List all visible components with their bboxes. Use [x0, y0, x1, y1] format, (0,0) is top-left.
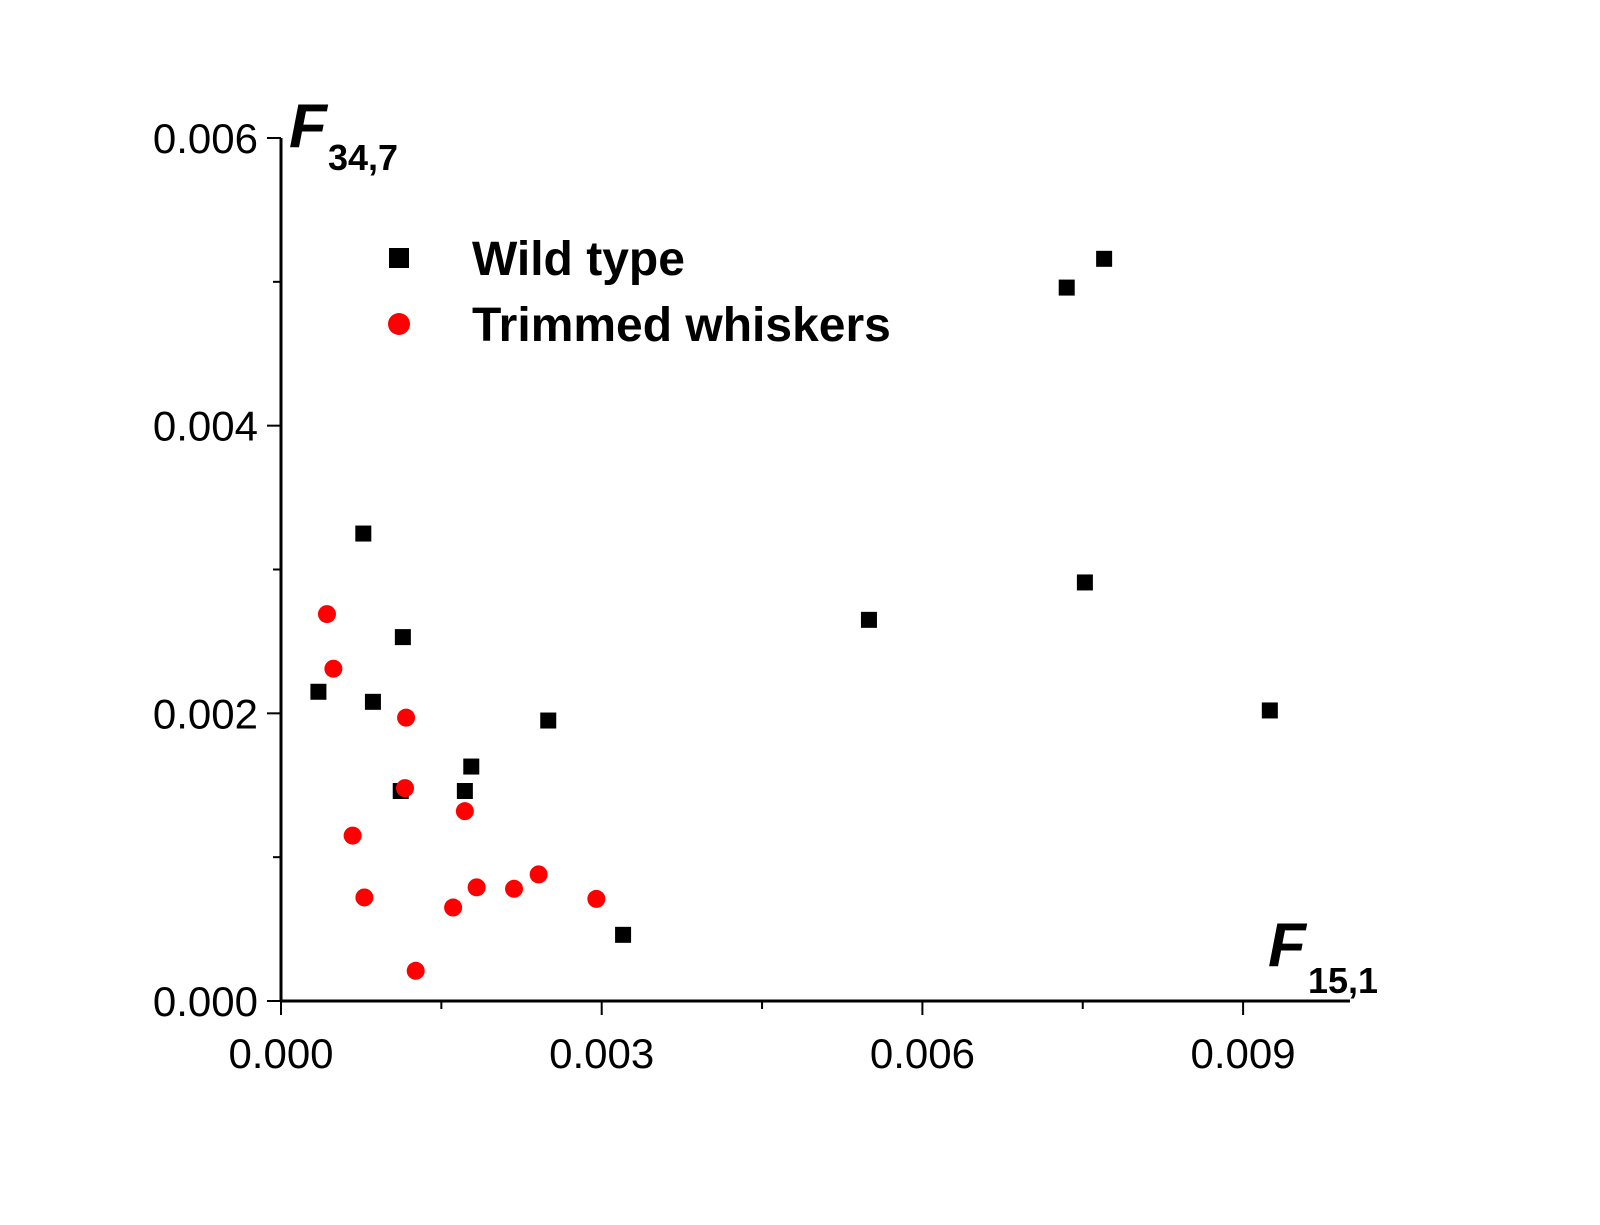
point-wild-type	[615, 926, 632, 943]
point-wild-type	[456, 783, 473, 800]
point-trimmed-whiskers	[587, 889, 606, 908]
point-trimmed-whiskers	[343, 826, 362, 845]
point-trimmed-whiskers	[505, 879, 524, 898]
y-axis-title-main: F	[289, 92, 329, 161]
legend: Wild type Trimmed whiskers	[388, 233, 891, 352]
point-trimmed-whiskers	[467, 878, 486, 897]
point-wild-type	[860, 611, 877, 628]
x-tick-label: 0.009	[1191, 1030, 1296, 1077]
point-wild-type	[1096, 250, 1113, 267]
x-axis-title-main: F	[1268, 911, 1308, 980]
y-tick-label: 0.006	[153, 115, 258, 162]
y-axis-title-sub: 34,7	[328, 137, 398, 178]
point-wild-type	[355, 525, 372, 542]
point-wild-type	[1261, 702, 1278, 719]
point-wild-type	[394, 629, 411, 646]
point-wild-type	[540, 712, 557, 729]
point-trimmed-whiskers	[355, 888, 374, 907]
ticks	[267, 137, 1245, 1015]
point-wild-type	[1058, 279, 1075, 296]
point-trimmed-whiskers	[529, 865, 548, 884]
y-tick-label: 0.002	[153, 690, 258, 737]
legend-label-wild-type: Wild type	[472, 233, 685, 286]
point-trimmed-whiskers	[397, 708, 416, 727]
y-axis-title: F 34,7	[289, 92, 398, 178]
point-wild-type	[310, 683, 327, 700]
point-wild-type	[463, 758, 480, 775]
legend-label-trimmed-whiskers: Trimmed whiskers	[472, 299, 891, 352]
point-trimmed-whiskers	[317, 605, 336, 624]
point-wild-type	[1076, 574, 1093, 591]
point-trimmed-whiskers	[396, 779, 415, 798]
point-trimmed-whiskers	[444, 898, 463, 917]
y-tick-label: 0.004	[153, 403, 258, 450]
x-tick-label: 0.006	[870, 1030, 975, 1077]
point-trimmed-whiskers	[406, 961, 425, 980]
x-tick-label: 0.000	[228, 1030, 333, 1077]
legend-marker-wild-type	[389, 248, 409, 268]
legend-marker-trimmed-whiskers	[388, 313, 410, 335]
axes	[279, 138, 1350, 1003]
x-axis-title: F 15,1	[1268, 911, 1378, 1001]
point-trimmed-whiskers	[324, 659, 343, 678]
point-wild-type	[364, 693, 381, 710]
tick-labels: 0.000 0.003 0.006 0.009 0.000 0.002 0.004 0.006	[153, 115, 1296, 1077]
data-points	[310, 250, 1278, 980]
x-axis-title-sub: 15,1	[1308, 960, 1378, 1001]
x-tick-label: 0.003	[549, 1030, 654, 1077]
y-tick-label: 0.000	[153, 978, 258, 1025]
point-trimmed-whiskers	[455, 802, 474, 821]
